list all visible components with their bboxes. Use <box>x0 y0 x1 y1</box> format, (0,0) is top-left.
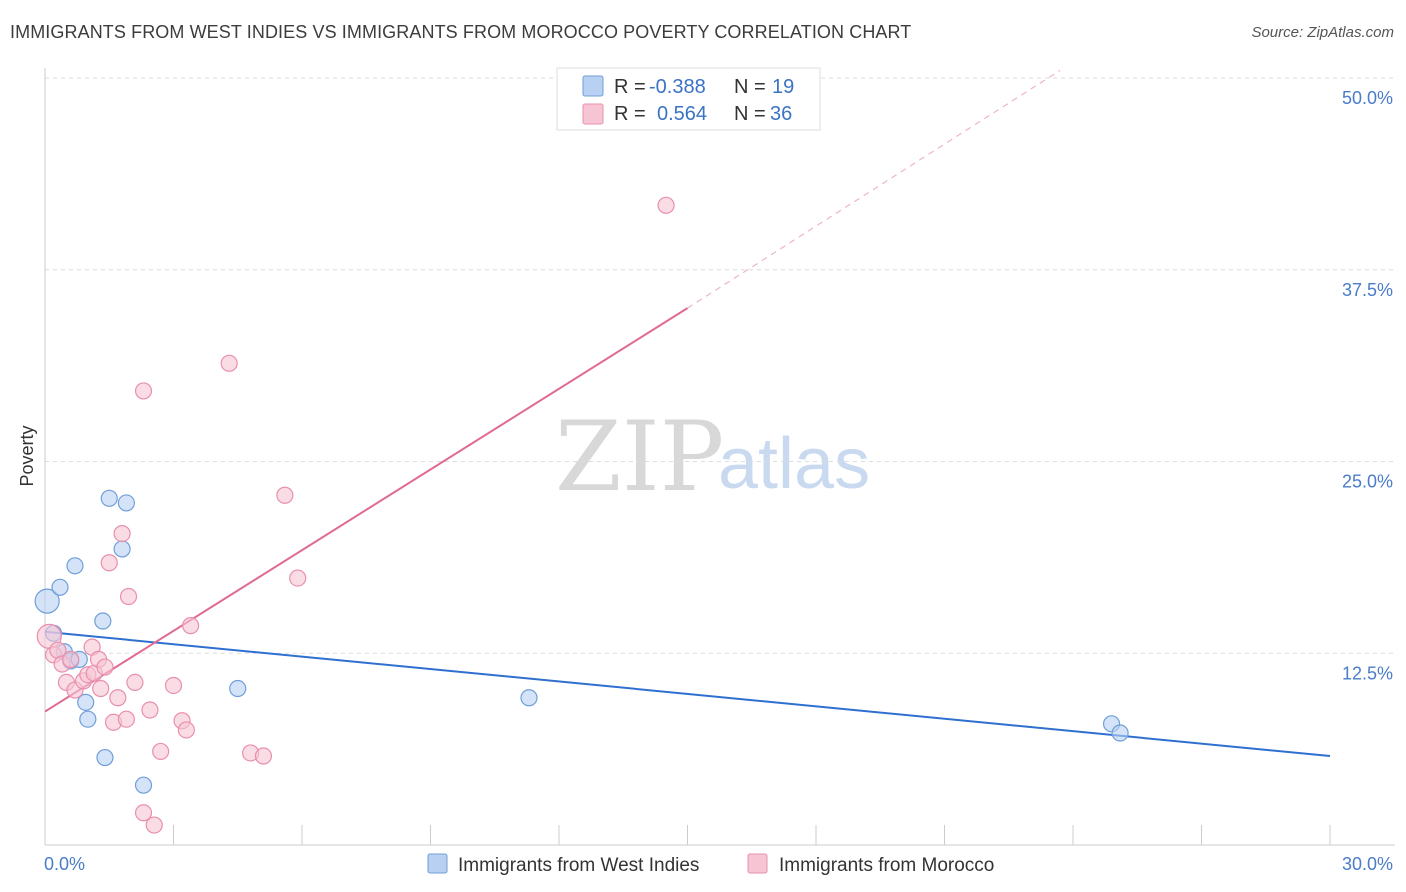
point-morocco-34 <box>289 569 307 587</box>
axes <box>44 68 1395 846</box>
trendline-morocco-extension <box>687 69 1061 309</box>
point-west-indies-8 <box>79 710 97 728</box>
legend-r-label-1: R = <box>614 76 646 98</box>
point-west-indies-5 <box>66 557 84 575</box>
point-morocco-23 <box>141 701 159 719</box>
point-morocco-32 <box>254 747 273 765</box>
legend-n-value-1: 19 <box>772 76 794 98</box>
point-morocco-33 <box>276 486 294 504</box>
legend-r-label-2: R = <box>614 103 646 125</box>
bottom-legend-swatch-west-indies <box>427 853 448 874</box>
y-tick-label-3: 50.0% <box>1342 88 1393 108</box>
point-west-indies-2 <box>51 578 69 596</box>
watermark-zip: ZIP <box>555 401 724 513</box>
point-morocco-14 <box>100 554 118 572</box>
point-morocco-30 <box>220 354 238 372</box>
trendline-morocco <box>44 307 689 713</box>
y-tick-label-2: 37.5% <box>1342 280 1393 300</box>
watermark-atlas: atlas <box>718 424 870 504</box>
point-morocco-25 <box>152 742 170 761</box>
point-morocco-21 <box>134 804 153 822</box>
bottom-legend-swatch-morocco <box>747 853 768 874</box>
series-legend: Immigrants from West Indies Immigrants f… <box>427 853 994 876</box>
y-axis-title: Poverty <box>17 425 37 486</box>
point-morocco-19 <box>119 587 138 606</box>
source-label: Source: ZipAtlas.com <box>1251 24 1394 41</box>
point-west-indies-10 <box>96 748 114 767</box>
y-tick-labels: 12.5% 25.0% 37.5% 50.0% <box>1342 88 1393 683</box>
point-morocco-20 <box>126 673 144 691</box>
point-west-indies-12 <box>113 540 131 558</box>
x-tick-labels: 0.0% 30.0% <box>44 854 1393 874</box>
point-west-indies-15 <box>229 679 247 698</box>
legend-r-value-2: 0.564 <box>657 103 707 125</box>
point-west-indies-7 <box>77 693 95 711</box>
legend-n-value-2: 36 <box>770 103 792 125</box>
data-points <box>34 196 1129 834</box>
point-morocco-17 <box>113 524 131 543</box>
chart-title: IMMIGRANTS FROM WEST INDIES VS IMMIGRANT… <box>10 22 912 42</box>
bottom-legend-morocco: Immigrants from Morocco <box>779 855 994 876</box>
x-tick-label-0: 0.0% <box>44 854 85 874</box>
point-west-indies-0 <box>34 588 60 614</box>
legend-n-label-1: N = <box>734 76 766 98</box>
y-tick-label-1: 25.0% <box>1342 472 1393 492</box>
point-west-indies-18 <box>1111 724 1129 742</box>
point-west-indies-9 <box>94 612 112 630</box>
point-morocco-26 <box>164 676 183 695</box>
point-morocco-22 <box>134 382 153 400</box>
point-west-indies-13 <box>117 494 135 512</box>
point-morocco-16 <box>109 689 127 707</box>
legend-swatch-west-indies <box>582 75 604 97</box>
point-morocco-28 <box>177 721 195 739</box>
legend-swatch-morocco <box>582 103 604 125</box>
point-morocco-24 <box>145 816 163 834</box>
x-tick-label-1: 30.0% <box>1342 854 1393 874</box>
point-west-indies-16 <box>520 689 538 707</box>
point-morocco-12 <box>92 679 110 698</box>
point-morocco-18 <box>117 710 135 728</box>
y-tick-label-0: 12.5% <box>1342 663 1393 683</box>
legend-n-label-2: N = <box>734 103 766 125</box>
point-morocco-5 <box>62 650 80 668</box>
bottom-legend-west-indies: Immigrants from West Indies <box>458 855 699 876</box>
point-west-indies-11 <box>100 489 118 507</box>
point-west-indies-14 <box>134 776 153 794</box>
point-morocco-35 <box>657 196 675 214</box>
point-morocco-29 <box>182 617 200 635</box>
gridlines <box>45 77 1395 654</box>
legend-r-value-1: -0.388 <box>649 76 706 98</box>
point-morocco-13 <box>96 658 114 676</box>
stats-legend: R = -0.388 N = 19 R = 0.564 N = 36 <box>556 67 821 131</box>
